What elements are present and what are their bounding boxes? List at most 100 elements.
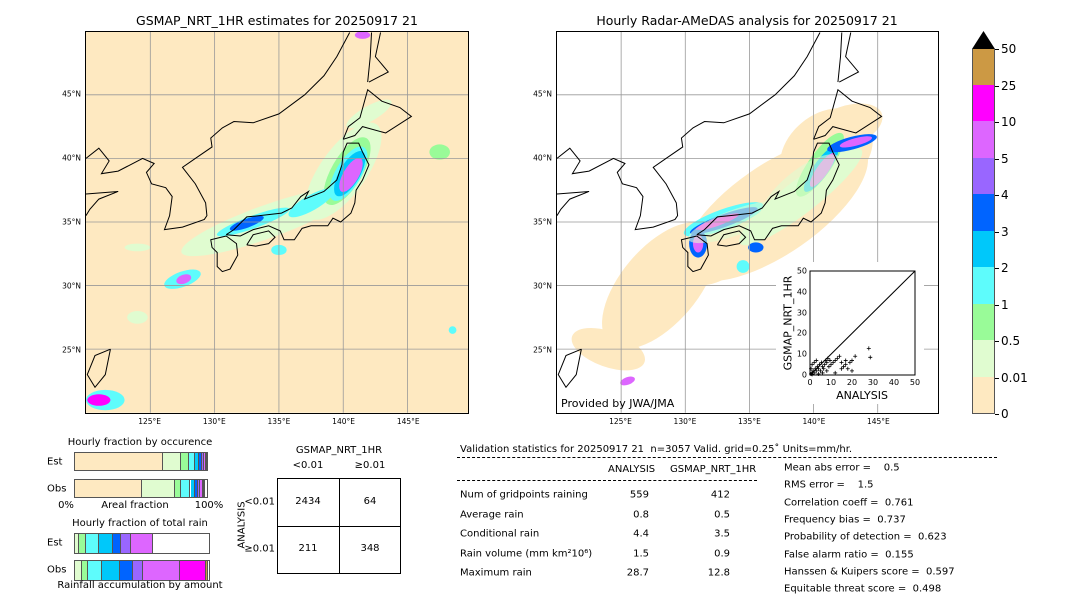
bar-segment xyxy=(75,534,80,553)
coastline xyxy=(211,236,238,272)
bar-segment xyxy=(87,561,103,580)
scatter-point xyxy=(847,360,852,365)
occ-obs-bar xyxy=(74,479,208,498)
coastline xyxy=(226,143,369,240)
colorbar-label: 25 xyxy=(1001,78,1017,93)
colorbar-label: 0.01 xyxy=(1001,370,1028,385)
rain-area xyxy=(127,311,148,324)
scatter-xtick: 40 xyxy=(888,378,900,387)
scatter-point xyxy=(815,364,820,369)
coastline xyxy=(557,191,589,215)
scatter-point xyxy=(837,354,842,359)
stat-label: Average rain xyxy=(460,509,524,520)
scatter-point xyxy=(839,360,844,365)
rain-area xyxy=(429,144,450,160)
scatter-point xyxy=(814,358,819,363)
bar-segment xyxy=(85,534,100,553)
bar-segment xyxy=(120,534,132,553)
coastline xyxy=(368,33,372,83)
score: Mean abs error = 0.5 xyxy=(784,462,900,474)
colorbar xyxy=(972,48,995,414)
bar-segment xyxy=(175,480,182,497)
stat-label: Rain volume (mm km²10⁶) xyxy=(460,548,593,559)
colorbar-segment xyxy=(973,340,994,377)
scatter-ytick: 20 xyxy=(796,328,807,338)
rain-obs-bar xyxy=(74,560,210,581)
coastline xyxy=(697,143,839,240)
scatter-ytick: 30 xyxy=(796,308,807,318)
colorbar-label: 2 xyxy=(1001,261,1009,275)
colorbar-tick xyxy=(995,122,999,123)
bar-segment xyxy=(81,561,88,580)
occ-xlabel: Areal fraction xyxy=(101,500,169,511)
colorbar-tick xyxy=(995,341,999,342)
bar-segment xyxy=(102,561,120,580)
right-map-title: Hourly Radar-AMeDAS analysis for 2025091… xyxy=(596,13,898,28)
lat-tick-label: 30°N xyxy=(62,281,81,291)
colorbar-segment xyxy=(973,157,994,194)
colorbar-segment xyxy=(973,121,994,158)
score: Frequency bias = 0.737 xyxy=(784,514,906,526)
rain-area xyxy=(346,99,392,129)
coastline xyxy=(369,33,388,83)
scatter-point xyxy=(816,366,821,371)
scatter-xtick: 30 xyxy=(867,378,879,387)
lat-tick-label: 45°N xyxy=(533,89,552,99)
bar-segment xyxy=(79,534,86,553)
bar-segment xyxy=(180,561,206,580)
stats-header: Validation statistics for 20250917 21 n=… xyxy=(460,444,853,455)
colorbar-tick xyxy=(995,304,999,306)
occurrence-title: Hourly fraction by occurence xyxy=(67,437,213,448)
rain-area xyxy=(288,188,334,218)
colorbar-label: 10 xyxy=(1001,115,1017,129)
lon-tick-label: 125°E xyxy=(138,417,162,426)
stat-gsmap: 3.5 xyxy=(714,528,730,540)
coastline xyxy=(557,33,820,230)
cell-false-alarm: 64 xyxy=(363,496,377,507)
scatter-xtick: 20 xyxy=(846,378,858,387)
rain-area xyxy=(736,260,750,273)
lat-tick-label: 40°N xyxy=(533,153,552,163)
scatter-point xyxy=(810,362,815,367)
rain-area xyxy=(176,274,192,285)
scatter-point xyxy=(812,370,817,375)
rain-area xyxy=(620,376,635,386)
stat-analysis: 4.4 xyxy=(633,528,649,540)
scatter-point xyxy=(825,356,830,361)
left-map-title: GSMAP_NRT_1HR estimates for 20250917 21 xyxy=(136,13,418,28)
colorbar-tick xyxy=(995,158,999,160)
table-col-1: <0.01 xyxy=(292,460,324,471)
lat-tick-label: 25°N xyxy=(62,345,81,355)
rain-area xyxy=(124,243,151,252)
occ-est-bar xyxy=(74,452,208,471)
colorbar-label: 0 xyxy=(1001,407,1009,421)
bar-segment xyxy=(190,480,196,497)
coastline xyxy=(839,33,858,83)
scatter-ytick: 10 xyxy=(796,349,807,359)
bar-segment xyxy=(205,561,209,580)
lon-tick-label: 140°E xyxy=(802,417,826,426)
scatter-point xyxy=(824,360,829,365)
rain-area xyxy=(87,394,111,406)
stat-gsmap: 0.5 xyxy=(714,509,730,520)
colorbar-label: 5 xyxy=(1001,151,1009,166)
bar-segment xyxy=(203,480,205,497)
table-row-label: ANALYSIS xyxy=(236,501,248,549)
scatter-point xyxy=(829,362,833,367)
coastline xyxy=(86,191,118,215)
bar-segment xyxy=(112,534,121,553)
bar-segment xyxy=(119,561,134,580)
rain-est-label: Est xyxy=(47,537,63,549)
colorbar-tick xyxy=(995,377,999,379)
bar-segment xyxy=(131,534,153,553)
score: False alarm ratio = 0.155 xyxy=(784,549,914,560)
scatter-point xyxy=(816,371,821,376)
table-col-2: ≥0.01 xyxy=(354,460,386,471)
rain-est-bar xyxy=(74,533,210,554)
colorbar-tick xyxy=(995,49,999,50)
colorbar-tick xyxy=(995,195,999,196)
bar-segment xyxy=(75,480,143,497)
colorbar-label: 1 xyxy=(1001,297,1009,312)
colorbar-label: 4 xyxy=(1001,188,1009,202)
colorbar-segment xyxy=(973,230,994,267)
